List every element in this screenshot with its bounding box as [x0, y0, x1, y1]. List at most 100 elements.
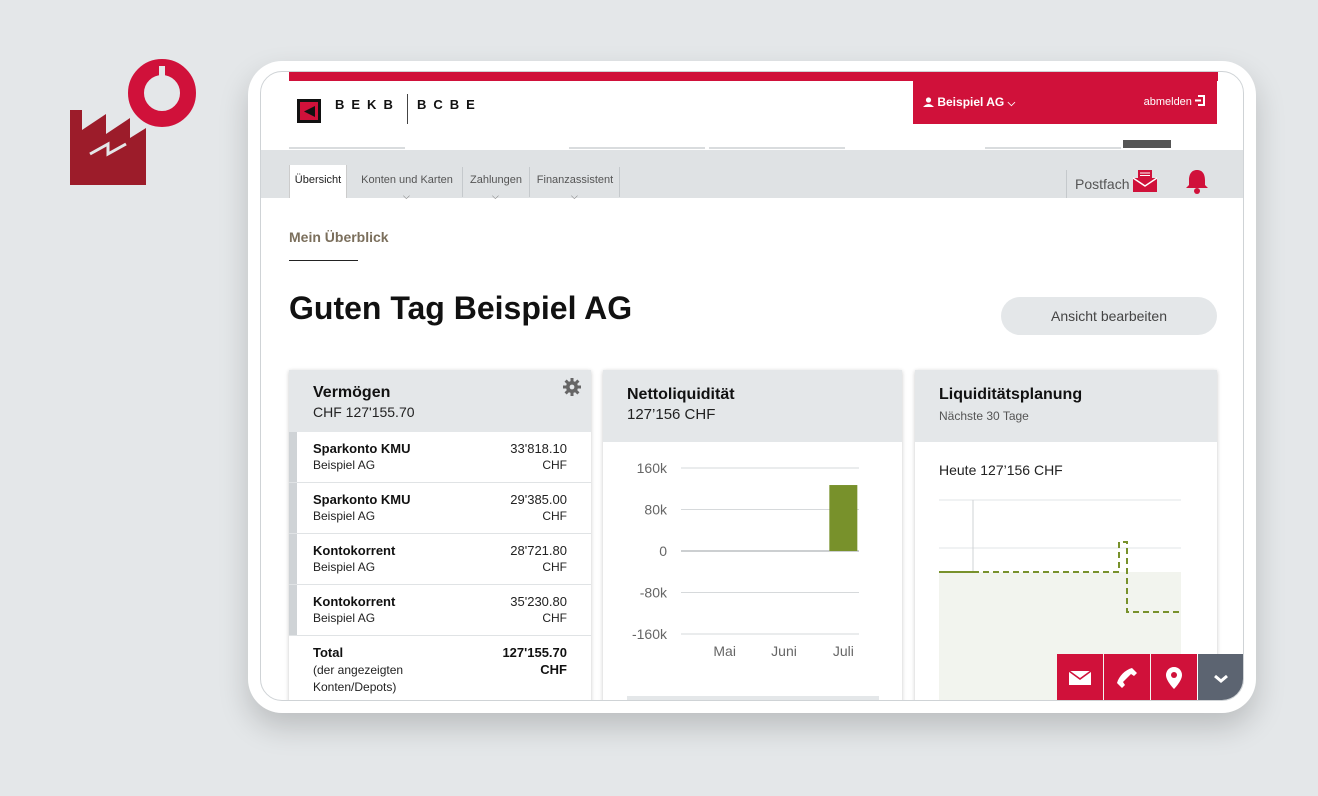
account-owner: Beispiel AG [313, 560, 376, 574]
tab-label: Übersicht [294, 174, 342, 186]
bar [829, 485, 858, 551]
account-currency: CHF [542, 611, 567, 625]
account-row[interactable]: Sparkonto KMU Beispiel AG 33'818.10 CHF [289, 432, 591, 483]
account-currency: CHF [542, 560, 567, 574]
card-title: Nettoliquidität [627, 386, 735, 403]
y-tick-label: 80k [644, 502, 668, 518]
tablet-frame: BEKB BCBE Beispiel AG ⌵ abmelden Übersic… [248, 61, 1256, 713]
today-balance: Heute 127’156 CHF [939, 462, 1063, 478]
brand-divider [407, 94, 408, 124]
contact-collapse-button[interactable] [1198, 654, 1243, 700]
envelope-icon [1068, 670, 1092, 685]
bell-icon[interactable] [1185, 168, 1209, 194]
x-tick-label: Juli [833, 643, 854, 659]
page-title: Guten Tag Beispiel AG [289, 290, 633, 326]
account-currency: CHF [542, 509, 567, 523]
card-title: Liquiditätsplanung [939, 386, 1083, 403]
chevron-down-icon: ⌵ [1007, 98, 1016, 109]
user-menu-button[interactable]: Beispiel AG ⌵ [923, 95, 1015, 109]
logout-button[interactable]: abmelden [1144, 95, 1205, 108]
account-amount: 33'818.10 [510, 441, 567, 456]
logout-icon [1195, 95, 1205, 106]
card-title: Vermögen [313, 384, 391, 401]
tab-separator [1066, 170, 1067, 198]
card-header: Vermögen CHF 127'155.70 [289, 370, 591, 432]
tab-finanzassistent[interactable]: Finanzassistent ⌵ [533, 165, 617, 201]
nav-divider-line [709, 147, 845, 149]
user-box: Beispiel AG ⌵ abmelden [913, 81, 1217, 124]
net-liquidity-value: 127’156 CHF [627, 406, 716, 423]
chevron-down-icon: ⌵ [571, 191, 578, 201]
total-row: Total (der angezeigten Konten/Depots) 12… [289, 637, 591, 700]
user-icon [923, 97, 934, 107]
chevron-down-icon: ⌵ [492, 191, 499, 201]
edit-view-button[interactable]: Ansicht bearbeiten [1001, 297, 1217, 335]
account-marker [289, 585, 297, 635]
mail-icon[interactable] [1133, 170, 1157, 192]
nav-divider-line [985, 147, 1121, 149]
postfach-link[interactable]: Postfach [1075, 176, 1130, 192]
contact-bar [1057, 654, 1243, 700]
liquidity-planning-card: Liquiditätsplanung Nächste 30 Tage Heute… [915, 370, 1217, 700]
contact-phone-button[interactable] [1104, 654, 1150, 700]
assets-card: Vermögen CHF 127'155.70 Sparkonto KMU Be… [289, 370, 591, 700]
assets-total-header: CHF 127'155.70 [313, 404, 415, 420]
contact-mail-button[interactable] [1057, 654, 1103, 700]
section-label: Mein Überblick [289, 229, 389, 245]
total-note: (der angezeigten Konten/Depots) [313, 663, 404, 694]
location-icon [1166, 667, 1182, 689]
y-tick-label: -160k [632, 626, 668, 642]
account-marker [289, 432, 297, 482]
nav-divider-line [289, 147, 405, 149]
account-owner: Beispiel AG [313, 509, 376, 523]
account-name: Kontokorrent [313, 543, 396, 558]
nav-divider-line [569, 147, 705, 149]
account-currency: CHF [542, 458, 567, 472]
card-header: Nettoliquidität 127’156 CHF [603, 370, 902, 442]
net-liquidity-chart: 160k 80k 0 -80k -160k Mai Juni Juli [627, 460, 879, 700]
app-screen: BEKB BCBE Beispiel AG ⌵ abmelden Übersic… [260, 71, 1244, 701]
account-row[interactable]: Sparkonto KMU Beispiel AG 29'385.00 CHF [289, 483, 591, 534]
tab-separator [529, 167, 530, 197]
account-marker [289, 483, 297, 533]
main-navigation: Übersicht Konten und Karten ⌵ Zahlungen ⌵ … [261, 150, 1243, 201]
tab-label: Zahlungen [470, 174, 522, 186]
account-owner: Beispiel AG [313, 458, 376, 472]
total-amount: 127'155.70 [502, 645, 567, 660]
account-amount: 28'721.80 [510, 543, 567, 558]
brand-name-fr: BCBE [417, 97, 482, 112]
total-label: Total [313, 645, 344, 660]
forecast-line [973, 541, 1181, 613]
gear-icon[interactable] [563, 378, 581, 396]
net-liquidity-card: Nettoliquidität 127’156 CHF 160k 80k 0 -80k… [603, 370, 902, 700]
tab-zahlungen[interactable]: Zahlungen ⌵ [465, 165, 527, 201]
active-tab-marker [1123, 140, 1171, 148]
chart-footer-bar [627, 696, 879, 700]
account-amount: 35'230.80 [510, 594, 567, 609]
account-name: Sparkonto KMU [313, 492, 411, 507]
y-tick-label: 0 [659, 543, 667, 559]
account-row[interactable]: Kontokorrent Beispiel AG 35'230.80 CHF [289, 585, 591, 636]
tab-label: Konten und Karten [361, 174, 453, 186]
section-underline [289, 260, 358, 261]
total-currency: CHF [540, 662, 567, 677]
tab-label: Finanzassistent [536, 174, 614, 186]
contact-location-button[interactable] [1151, 654, 1197, 700]
brand-name: BEKB [335, 97, 400, 112]
y-tick-label: 160k [637, 460, 668, 476]
logout-label: abmelden [1143, 96, 1192, 108]
factory-icon [70, 59, 196, 185]
account-amount: 29'385.00 [510, 492, 567, 507]
tab-konten-und-karten[interactable]: Konten und Karten ⌵ [353, 165, 461, 201]
user-name: Beispiel AG [937, 95, 1005, 109]
phone-icon [1117, 668, 1137, 688]
bank-logo[interactable] [297, 99, 321, 123]
card-header: Liquiditätsplanung Nächste 30 Tage [915, 370, 1217, 442]
tab-uebersicht[interactable]: Übersicht [289, 165, 347, 198]
account-name: Kontokorrent [313, 594, 396, 609]
chevron-down-icon: ⌵ [403, 191, 410, 201]
account-name: Sparkonto KMU [313, 441, 411, 456]
card-subtitle: Nächste 30 Tage [939, 409, 1029, 423]
account-row[interactable]: Kontokorrent Beispiel AG 28'721.80 CHF [289, 534, 591, 585]
chevron-down-icon [1214, 674, 1228, 683]
